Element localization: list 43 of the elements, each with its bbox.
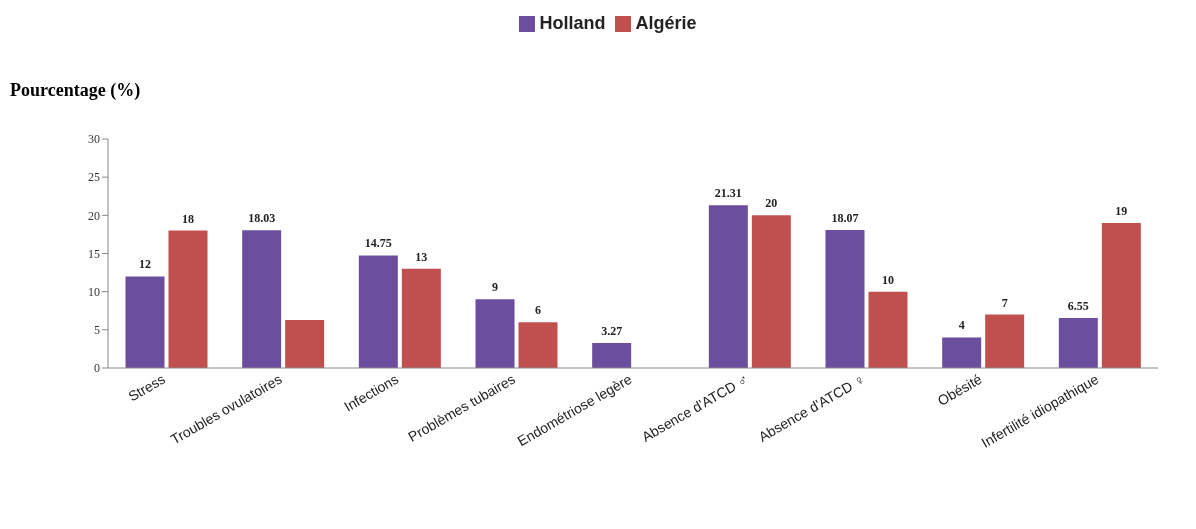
y-tick-label: 15 bbox=[88, 246, 100, 261]
legend-label: Holland bbox=[539, 13, 606, 33]
data-label: 18.03 bbox=[248, 211, 276, 226]
bar bbox=[125, 276, 165, 368]
y-tick-label: 25 bbox=[88, 170, 100, 185]
bar bbox=[401, 268, 441, 368]
data-label: 20 bbox=[765, 196, 778, 211]
bar bbox=[942, 337, 982, 368]
data-label: 4 bbox=[958, 318, 965, 333]
bar bbox=[751, 215, 791, 368]
data-label: 13 bbox=[415, 249, 428, 264]
data-label: 19 bbox=[1115, 203, 1128, 218]
bar bbox=[242, 230, 282, 368]
bar bbox=[358, 255, 398, 368]
data-label: 6.55 bbox=[1067, 299, 1089, 313]
bar bbox=[985, 314, 1025, 368]
y-tick-label: 0 bbox=[94, 361, 100, 376]
y-tick-label: 20 bbox=[88, 208, 100, 223]
data-label: 12 bbox=[139, 257, 151, 272]
data-label: 6 bbox=[535, 303, 541, 318]
bar bbox=[285, 319, 325, 368]
bar bbox=[1058, 318, 1098, 368]
y-axis-title: Pourcentage (%) bbox=[10, 80, 141, 101]
data-label: 9 bbox=[492, 280, 498, 295]
y-tick-label: 30 bbox=[88, 132, 100, 147]
y-tick-label: 5 bbox=[94, 323, 100, 338]
bar bbox=[518, 322, 558, 368]
bar bbox=[592, 343, 632, 368]
bar bbox=[708, 205, 748, 368]
data-label: 18.07 bbox=[831, 211, 859, 226]
data-label: 14.75 bbox=[364, 236, 392, 251]
bar bbox=[825, 230, 865, 368]
bar bbox=[168, 230, 208, 368]
y-tick-label: 10 bbox=[88, 284, 100, 299]
legend-label: Algérie bbox=[635, 13, 697, 33]
data-label: 18 bbox=[182, 211, 194, 226]
bar bbox=[868, 291, 908, 368]
bar bbox=[1101, 222, 1141, 368]
data-label: 7 bbox=[1001, 295, 1008, 310]
bar bbox=[475, 299, 515, 368]
data-label: 21.31 bbox=[714, 186, 742, 201]
data-label: 10 bbox=[882, 272, 894, 287]
data-label: 3.27 bbox=[601, 324, 623, 339]
